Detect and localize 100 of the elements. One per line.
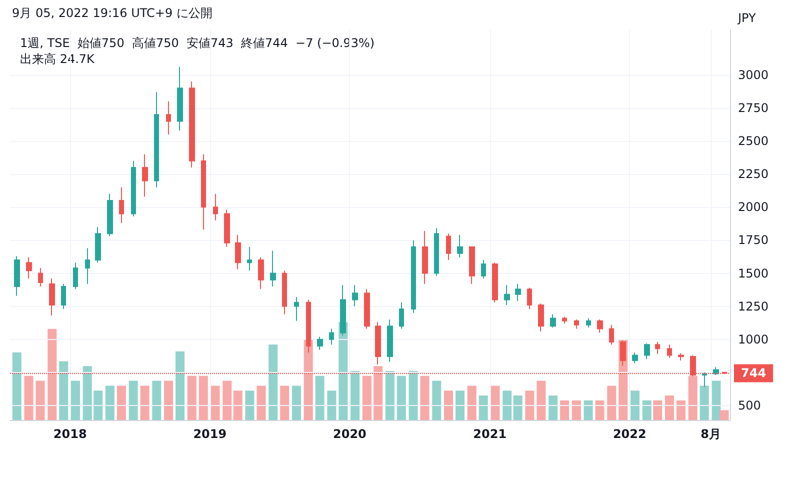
bar — [525, 390, 534, 420]
bar — [513, 396, 522, 420]
bar — [327, 390, 336, 420]
bar — [280, 386, 290, 420]
bar — [268, 344, 278, 420]
candlestick — [387, 319, 393, 362]
y-tick-label: 500 — [738, 398, 761, 412]
bar — [187, 376, 196, 420]
bar — [385, 371, 394, 420]
bar — [350, 371, 360, 420]
text: 9月 05, 2022 19:16 UTC+9 に公開 — [12, 6, 212, 20]
bar — [315, 376, 324, 420]
candlestick — [574, 319, 579, 330]
bar — [128, 380, 138, 420]
bar — [362, 376, 372, 420]
bar — [584, 400, 593, 420]
bar — [712, 380, 721, 420]
y-axis-title: JPY — [737, 11, 757, 25]
candlestick — [375, 322, 381, 365]
candlestick — [85, 248, 90, 284]
bar — [444, 390, 454, 420]
bar — [560, 400, 570, 420]
bar — [256, 386, 266, 420]
candlestick — [154, 92, 159, 188]
candlestick — [446, 233, 451, 261]
candlestick — [504, 284, 510, 306]
candlestick — [224, 209, 230, 248]
bar — [607, 386, 616, 420]
x-tick-label: 2022 — [612, 427, 646, 441]
x-tick-label: 2021 — [473, 427, 507, 441]
candlestick — [702, 372, 707, 388]
y-tick-label: 2250 — [738, 167, 769, 182]
bar — [116, 386, 126, 420]
candlestick — [609, 324, 614, 346]
y-tick-label: 1500 — [738, 266, 769, 280]
candlestick — [294, 296, 299, 322]
bar — [396, 376, 406, 420]
bar — [688, 376, 698, 420]
candlestick — [481, 260, 486, 280]
candlestick — [49, 278, 55, 316]
x-tick-label: 2018 — [53, 427, 87, 441]
candlestick — [644, 342, 650, 360]
bar — [105, 386, 114, 420]
candlestick — [469, 246, 475, 284]
candlestick — [201, 154, 206, 230]
bar — [432, 380, 442, 420]
bar — [374, 366, 383, 420]
candlestick — [527, 287, 532, 310]
candlestick — [538, 303, 544, 332]
bar — [48, 328, 57, 420]
candlestick — [119, 186, 124, 224]
bar — [548, 396, 558, 420]
candlestick — [550, 314, 556, 328]
bar — [292, 386, 301, 420]
candlestick — [235, 234, 241, 270]
candlestick — [73, 262, 78, 290]
candlestick — [364, 288, 370, 330]
candlestick — [586, 318, 591, 328]
candlestick — [329, 328, 334, 346]
candlestick — [399, 302, 404, 330]
candlestick — [26, 256, 32, 280]
candlestick — [247, 246, 252, 272]
bar — [176, 351, 185, 420]
text: 1週, TSE 始値750 高値750 安値743 終値744 −7 (−0.93%) — [20, 36, 375, 50]
bar — [642, 400, 652, 420]
candlestick — [632, 352, 638, 364]
y-tick-label: 2000 — [738, 200, 769, 214]
bar — [595, 400, 604, 420]
bar — [222, 380, 232, 420]
candlestick — [317, 336, 323, 350]
candlestick — [107, 193, 113, 237]
bar — [630, 390, 640, 420]
bar — [70, 380, 80, 420]
bar — [572, 400, 581, 420]
bar — [12, 352, 22, 420]
candlestick — [492, 262, 498, 303]
bar — [700, 386, 709, 420]
bar — [720, 410, 729, 420]
candlestick — [422, 230, 428, 284]
candlestick — [562, 316, 567, 324]
candlestick — [457, 234, 463, 258]
bar — [210, 386, 220, 420]
bar — [152, 380, 162, 420]
bar — [140, 386, 150, 420]
y-tick-label: 1000 — [738, 332, 769, 346]
candlestick — [352, 284, 358, 307]
bar — [456, 390, 464, 420]
candlestick — [38, 267, 43, 287]
candlestick — [434, 228, 439, 276]
y-tick-label: 2750 — [738, 101, 769, 115]
candlestick — [655, 342, 660, 354]
candlestick — [515, 283, 521, 302]
bar — [408, 371, 418, 420]
bar — [245, 390, 254, 420]
candlestick — [142, 154, 148, 198]
bar — [664, 396, 674, 420]
y-tick-label: 1250 — [738, 299, 769, 314]
bar — [198, 376, 208, 420]
bar — [36, 380, 45, 420]
candlestick — [189, 81, 195, 168]
